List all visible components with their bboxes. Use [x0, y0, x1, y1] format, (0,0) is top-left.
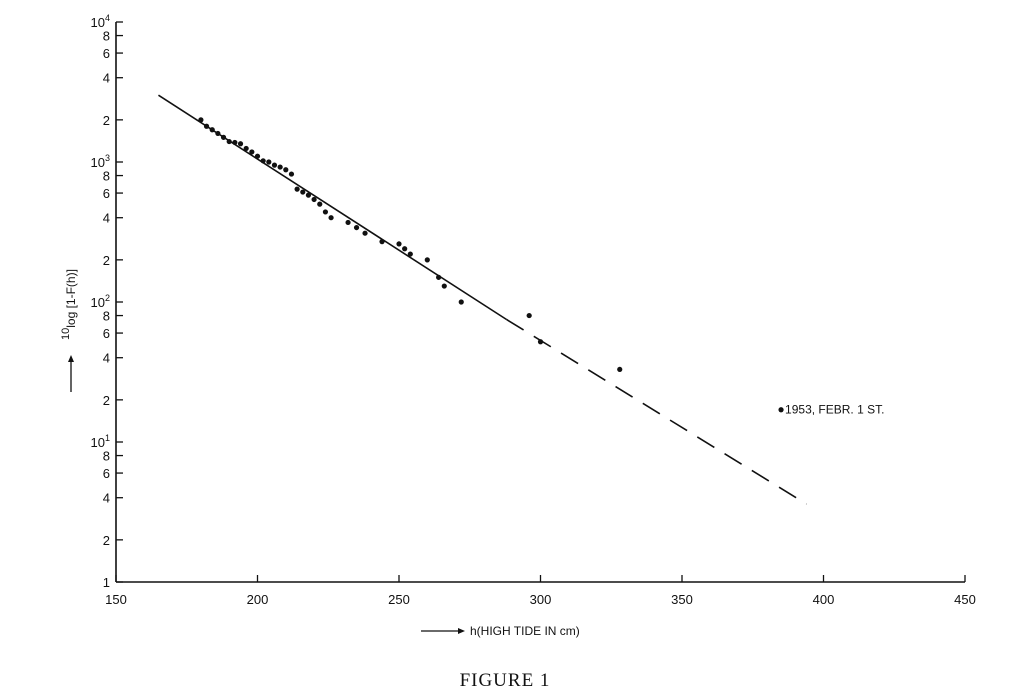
data-point [271, 162, 278, 168]
x-tick-label: 350 [671, 592, 693, 607]
x-tick-label: 400 [813, 592, 835, 607]
data-point [254, 153, 261, 159]
x-tick-label: 450 [954, 592, 976, 607]
data-point [305, 192, 312, 198]
y-tick-label: 8 [103, 29, 110, 44]
y-tick-label: 4 [103, 211, 110, 226]
data-point [617, 366, 623, 373]
y-tick-label: 6 [103, 46, 110, 61]
data-point [260, 158, 266, 164]
y-tick-label: 4 [103, 71, 110, 86]
x-axis-label-arrowhead [458, 628, 465, 634]
annotation-label: 1953, FEBR. 1 ST. [785, 403, 884, 417]
y-axis-label-arrowhead [68, 355, 74, 362]
data-point [232, 139, 238, 146]
y-tick-label: 2 [103, 533, 110, 548]
data-point [311, 196, 317, 203]
figure-caption: FIGURE 1 [460, 670, 551, 691]
y-tick-label: 101 [91, 433, 110, 450]
data-point [294, 186, 300, 192]
data-point [215, 130, 221, 137]
y-tick-label: 8 [103, 309, 110, 324]
data-point [778, 407, 784, 413]
data-point [226, 138, 232, 145]
data-point [424, 257, 430, 263]
y-tick-label: 1 [103, 575, 110, 590]
axis-labels: h(HIGH TIDE IN cm) 10log [1-F(h)] FIGURE… [60, 269, 580, 691]
data-point [328, 215, 334, 221]
data-point [237, 141, 244, 147]
x-tick-label: 200 [247, 592, 269, 607]
data-point [198, 117, 204, 123]
y-tick-label: 6 [103, 326, 110, 341]
y-tick-label: 4 [103, 491, 110, 506]
y-tick-label: 8 [103, 169, 110, 184]
y-tick-label: 2 [103, 393, 110, 408]
data-points [198, 117, 784, 413]
y-tick-label: 4 [103, 351, 110, 366]
fit-line-dashed [506, 318, 807, 505]
data-point [353, 224, 360, 231]
x-axis-label: h(HIGH TIDE IN cm) [470, 624, 580, 638]
x-tick-label: 250 [388, 592, 410, 607]
data-point [300, 189, 306, 195]
data-point [436, 274, 442, 280]
data-point [441, 283, 447, 289]
data-point [379, 239, 385, 245]
y-tick-label: 102 [91, 293, 110, 310]
data-point [407, 251, 413, 257]
data-point [396, 241, 402, 247]
y-tick-label: 104 [91, 13, 110, 30]
annotations: 1953, FEBR. 1 ST. [785, 403, 884, 417]
data-point [266, 159, 272, 165]
data-point [458, 299, 464, 305]
x-tick-label: 300 [530, 592, 552, 607]
data-point [220, 134, 227, 140]
data-point [526, 312, 532, 319]
data-point [317, 201, 323, 207]
data-point [537, 339, 544, 345]
data-point [209, 127, 215, 133]
y-tick-label: 6 [103, 186, 110, 201]
data-point [322, 209, 329, 215]
y-tick-label: 103 [91, 153, 110, 170]
y-tick-label: 8 [103, 449, 110, 464]
data-point [277, 164, 283, 170]
data-point [283, 167, 289, 173]
data-point [249, 149, 255, 155]
y-tick-label: 2 [103, 113, 110, 128]
y-axis-label: 10log [1-F(h)] [60, 269, 78, 340]
data-point [288, 171, 295, 177]
axes: 150 200 250 300 350 400 4501246810124681022468… [91, 13, 976, 607]
y-tick-label: 2 [103, 253, 110, 268]
data-point [362, 230, 368, 236]
data-point [243, 145, 249, 152]
data-point [203, 123, 210, 129]
data-point [402, 246, 408, 252]
x-tick-label: 150 [105, 592, 127, 607]
data-point [345, 219, 351, 226]
y-tick-label: 6 [103, 466, 110, 481]
